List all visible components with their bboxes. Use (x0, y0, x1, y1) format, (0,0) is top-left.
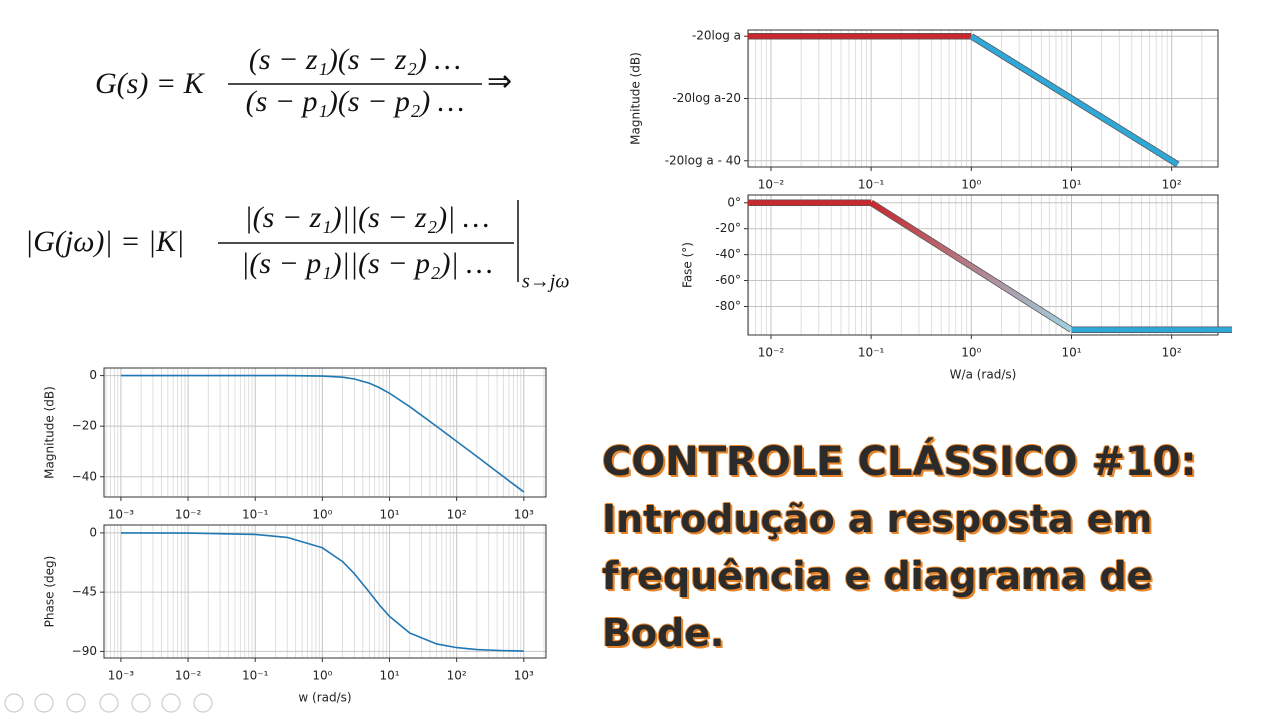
plot-frame (103, 524, 547, 659)
y-tick-label: -80° (715, 299, 741, 313)
plot-frame (747, 29, 1219, 168)
series-line (970, 34, 1180, 167)
x-axis-label: w (rad/s) (298, 691, 351, 705)
y-tick-label: 0 (89, 525, 97, 539)
formula-numerator: (s − z₁)(s − z₂) … (249, 43, 461, 76)
plot-frame (103, 367, 547, 498)
x-tick-label: 10² (1162, 346, 1182, 360)
y-tick-label: −90 (72, 644, 97, 658)
x-tick-label: 10³ (514, 508, 534, 522)
series-line (120, 374, 525, 493)
y-tick-label: -20log a-20 (672, 91, 741, 105)
x-tick-label: 10⁻³ (108, 669, 135, 683)
y-axis-label: Magnitude (dB) (629, 52, 643, 145)
formula-denominator: |(s − p₁)||(s − p₂)| … (241, 247, 493, 280)
toolbar-button[interactable] (161, 693, 181, 713)
x-tick-label: 10¹ (379, 669, 399, 683)
slide-title: CONTROLE CLÁSSICO #10: Introdução a resp… (602, 434, 1277, 662)
formula-lhs: |G(jω)| = |K| (25, 225, 184, 258)
x-tick-label: 10⁻² (758, 346, 785, 360)
y-tick-label: −20 (72, 419, 97, 433)
y-tick-label: 0 (89, 368, 97, 382)
formula-lhs: G(s) = K (95, 67, 206, 100)
x-tick-label: 10⁻¹ (242, 669, 269, 683)
x-tick-label: 10⁰ (312, 508, 332, 522)
x-axis-label: W/a (rad/s) (950, 368, 1017, 382)
slide-toolbar (4, 693, 213, 713)
y-tick-label: -20log a (692, 29, 741, 43)
y-tick-label: -20° (715, 221, 741, 235)
formula-suffix: ⇒ (487, 65, 512, 98)
x-tick-label: 10⁰ (961, 178, 981, 192)
formula-evaluated-at: s→jω (522, 271, 569, 293)
x-tick-label: 10³ (514, 669, 534, 683)
toolbar-button[interactable] (131, 693, 151, 713)
title-line: CONTROLE CLÁSSICO #10: (602, 439, 1197, 485)
y-tick-label: −45 (72, 585, 97, 599)
title-line: frequência e diagrama de (602, 554, 1153, 598)
x-tick-label: 10² (447, 669, 467, 683)
toolbar-button[interactable] (4, 693, 24, 713)
toolbar-button[interactable] (66, 693, 86, 713)
x-tick-label: 10⁻² (758, 178, 785, 192)
x-tick-label: 10² (1162, 178, 1182, 192)
y-tick-label: -60° (715, 273, 741, 287)
y-axis-label: Fase (°) (681, 242, 695, 288)
x-tick-label: 10⁻¹ (858, 346, 885, 360)
toolbar-button[interactable] (34, 693, 54, 713)
toolbar-button[interactable] (193, 693, 213, 713)
x-tick-label: 10¹ (1061, 178, 1081, 192)
x-tick-label: 10⁰ (312, 669, 332, 683)
y-tick-label: −40 (72, 469, 97, 483)
x-tick-label: 10¹ (379, 508, 399, 522)
x-tick-label: 10² (447, 508, 467, 522)
y-tick-label: 0° (727, 195, 741, 209)
x-tick-label: 10⁻² (175, 669, 202, 683)
formula-numerator: |(s − z₁)||(s − z₂)| … (244, 201, 489, 234)
x-tick-label: 10⁻¹ (242, 508, 269, 522)
x-tick-label: 10⁻³ (108, 508, 135, 522)
title-line: Introdução a resposta em (602, 497, 1153, 541)
x-tick-label: 10⁻² (175, 508, 202, 522)
series-line (869, 200, 1073, 332)
formula-denominator: (s − p₁)(s − p₂) … (246, 85, 465, 118)
x-tick-label: 10¹ (1061, 346, 1081, 360)
toolbar-button[interactable] (99, 693, 119, 713)
y-axis-label: Magnitude (dB) (43, 386, 57, 479)
plot-frame (747, 194, 1219, 336)
title-line: Bode. (602, 611, 725, 655)
y-tick-label: -40° (715, 247, 741, 261)
y-axis-label: Phase (deg) (43, 556, 57, 628)
x-tick-label: 10⁻¹ (858, 178, 885, 192)
series-line (120, 532, 524, 652)
x-tick-label: 10⁰ (961, 346, 981, 360)
y-tick-label: -20log a - 40 (665, 153, 741, 167)
